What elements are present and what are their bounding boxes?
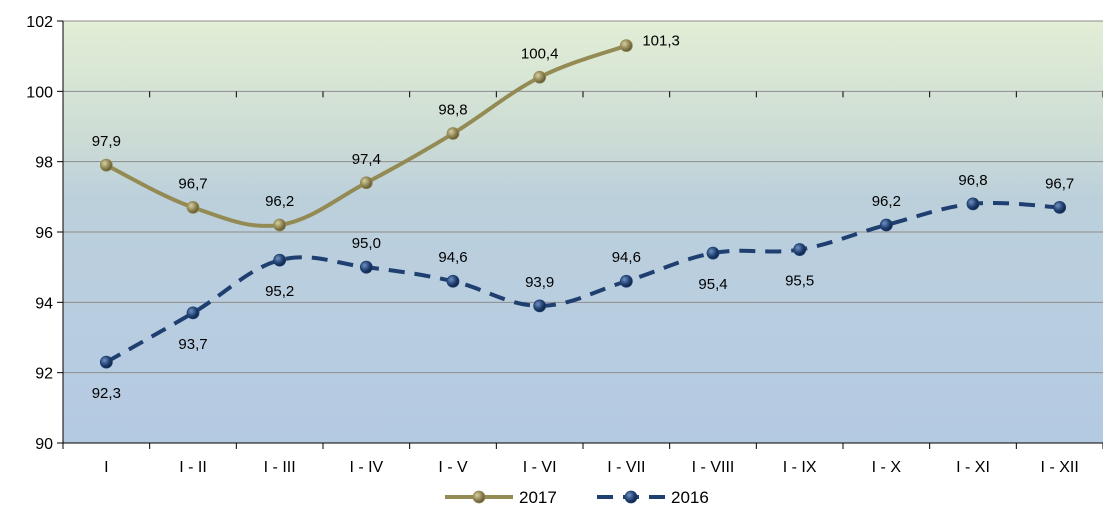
data-label-2017: 97,9 [92, 133, 121, 150]
data-point-2017 [619, 39, 633, 53]
y-tick-label: 102 [26, 14, 53, 31]
legend-label-2016: 2016 [671, 488, 709, 507]
data-label-2017: 96,2 [265, 193, 294, 210]
series-line-2016 [105, 200, 1060, 364]
x-tick-label: I - V [438, 459, 468, 476]
data-label-2016: 92,3 [92, 385, 121, 402]
data-point-2016 [1053, 200, 1067, 214]
y-tick-label: 100 [26, 84, 53, 101]
data-point-2017 [533, 70, 547, 84]
data-point-2016 [793, 243, 807, 256]
data-label-2016: 95,5 [785, 273, 814, 290]
x-tick-label: I - XI [956, 459, 990, 476]
legend-marker-2017 [472, 490, 486, 504]
data-point-2016 [619, 274, 633, 288]
data-label-2016: 96,7 [1045, 175, 1074, 192]
data-point-2017 [359, 176, 373, 190]
data-point-2016 [359, 260, 373, 274]
data-label-2017: 100,4 [521, 45, 559, 62]
data-point-2016 [533, 299, 547, 313]
data-label-2016: 95,4 [698, 276, 727, 293]
y-tick-label: 92 [35, 366, 53, 383]
data-label-2017: 97,4 [352, 151, 381, 168]
data-label-2017: 98,8 [438, 102, 467, 119]
x-tick-label: I - IX [783, 459, 817, 476]
y-tick-label: 98 [35, 155, 53, 172]
legend: 2017 2016 [445, 488, 709, 507]
x-tick-label: I - X [872, 459, 902, 476]
data-label-2016: 94,6 [438, 249, 467, 266]
data-point-2016 [186, 306, 200, 320]
x-tick-label: I - IV [349, 459, 383, 476]
data-point-2017 [99, 158, 113, 172]
data-point-2016 [99, 355, 113, 369]
y-tick-label: 96 [35, 225, 53, 242]
data-point-2017 [186, 200, 200, 214]
legend-label-2017: 2017 [519, 488, 557, 507]
data-label-2016: 95,2 [265, 283, 294, 300]
y-tick-label: 94 [35, 295, 53, 312]
gridlines [63, 20, 1103, 374]
data-point-2016 [273, 253, 287, 267]
x-tick-label: I - II [179, 459, 207, 476]
data-label-2016: 93,9 [525, 274, 554, 291]
data-label-2017: 96,7 [178, 175, 207, 192]
legend-marker-2016 [624, 490, 638, 504]
x-tick-label: I - VIII [692, 459, 735, 476]
x-tick-label: I - VII [607, 459, 645, 476]
data-point-2017 [446, 127, 460, 140]
x-tick-label: I - VI [523, 459, 557, 476]
data-point-2017 [273, 218, 287, 232]
data-point-2016 [879, 218, 893, 232]
y-tick-label: 90 [35, 436, 53, 453]
x-tick-label: I [104, 459, 108, 476]
x-tick-label: I - XII [1041, 459, 1079, 476]
data-point-2016 [966, 197, 980, 211]
data-label-2016: 96,2 [872, 193, 901, 210]
data-point-2016 [706, 246, 720, 260]
data-label-2016: 95,0 [352, 235, 381, 252]
data-label-2016: 94,6 [612, 249, 641, 266]
series-layer [99, 39, 1067, 369]
data-label-2016: 96,8 [958, 172, 987, 189]
data-labels: 97,9 96,7 96,2 97,4 98,8 100,4 101,3 92,3 93,7 95… [92, 33, 1075, 403]
data-label-2017: 101,3 [642, 33, 680, 50]
axes: 90 92 94 96 98 100 102 I I - II I - III I - IV I - … [26, 14, 1103, 476]
x-tick-label: I - III [264, 459, 296, 476]
data-point-2016 [446, 274, 460, 288]
data-label-2016: 93,7 [178, 336, 207, 353]
